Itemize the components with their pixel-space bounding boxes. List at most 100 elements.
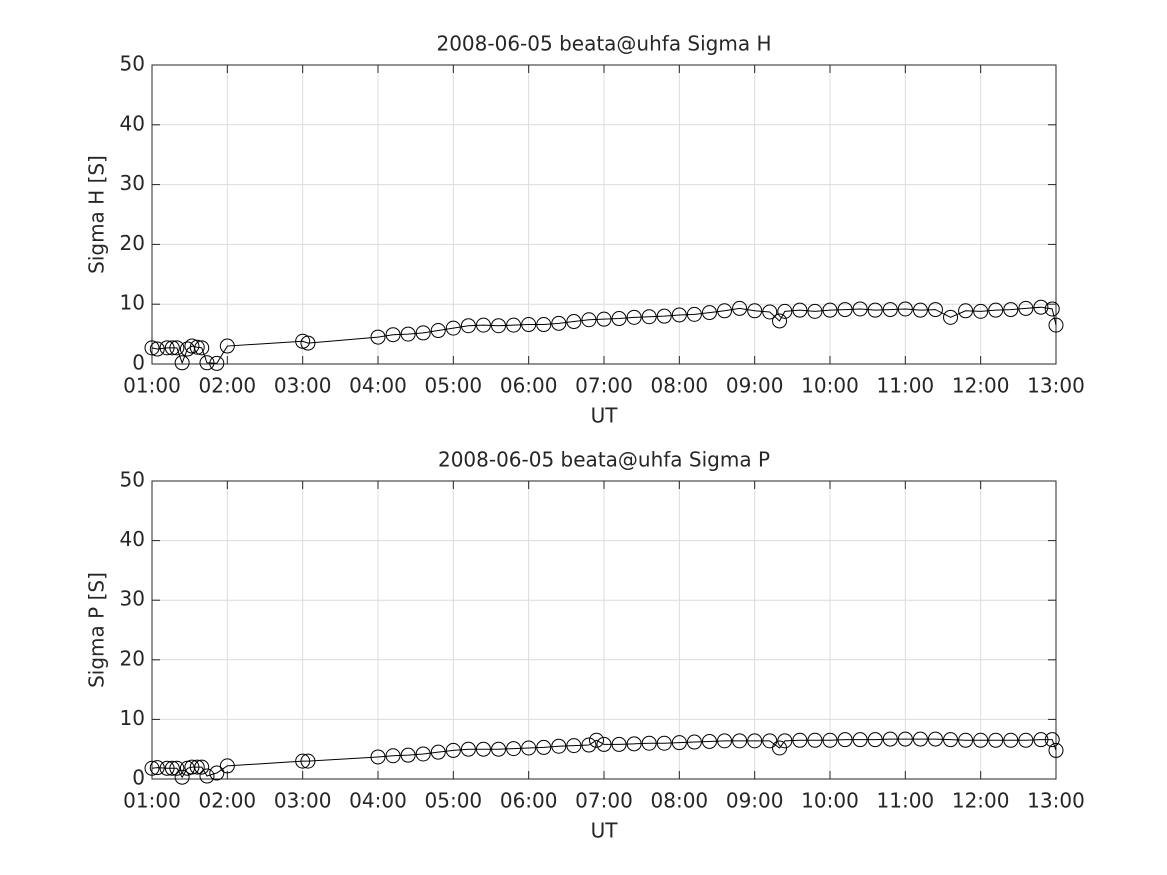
x-tick-label: 01:00 bbox=[123, 789, 181, 813]
data-point bbox=[837, 302, 853, 318]
chart-title: 2008-06-05 beata@uhfa Sigma P bbox=[438, 448, 770, 472]
y-tick-label: 10 bbox=[120, 706, 145, 730]
x-tick-label: 07:00 bbox=[575, 789, 633, 813]
data-point bbox=[717, 303, 733, 319]
data-point bbox=[701, 733, 717, 749]
data-point bbox=[506, 741, 522, 757]
data-point bbox=[611, 736, 627, 752]
x-tick-label: 11:00 bbox=[877, 789, 935, 813]
data-point bbox=[300, 335, 316, 351]
data-point bbox=[144, 760, 160, 776]
data-point bbox=[400, 747, 416, 763]
data-point bbox=[912, 302, 928, 318]
data-point bbox=[807, 303, 823, 319]
data-point bbox=[415, 746, 431, 762]
x-tick-label: 08:00 bbox=[651, 789, 709, 813]
y-tick-label: 30 bbox=[120, 587, 145, 611]
data-line bbox=[151, 738, 1057, 779]
data-point bbox=[717, 733, 733, 749]
y-tick-label: 50 bbox=[120, 52, 145, 76]
data-point bbox=[194, 340, 210, 356]
y-axis-label: Sigma P [S] bbox=[85, 572, 109, 688]
data-point bbox=[988, 302, 1004, 318]
data-point bbox=[927, 731, 943, 747]
data-point bbox=[1018, 732, 1034, 748]
data-point bbox=[656, 308, 672, 324]
y-tick-label: 30 bbox=[120, 171, 145, 195]
data-point bbox=[581, 737, 597, 753]
y-tick-label: 20 bbox=[120, 231, 145, 255]
data-point bbox=[174, 355, 190, 371]
data-point bbox=[209, 355, 225, 371]
data-point bbox=[566, 738, 582, 754]
data-point bbox=[430, 323, 446, 339]
data-point bbox=[747, 733, 763, 749]
x-tick-label: 05:00 bbox=[425, 789, 483, 813]
data-point bbox=[1048, 317, 1064, 333]
data-point bbox=[807, 732, 823, 748]
data-point bbox=[792, 302, 808, 318]
data-point bbox=[581, 312, 597, 328]
data-point bbox=[521, 740, 537, 756]
y-tick-label: 40 bbox=[120, 111, 145, 135]
data-point bbox=[611, 311, 627, 327]
data-point bbox=[506, 317, 522, 333]
data-point bbox=[159, 760, 175, 776]
x-tick-label: 04:00 bbox=[349, 374, 407, 398]
data-point bbox=[897, 301, 913, 317]
y-tick-label: 0 bbox=[132, 766, 145, 790]
x-tick-label: 10:00 bbox=[801, 374, 859, 398]
data-point bbox=[867, 302, 883, 318]
data-point bbox=[1003, 302, 1019, 318]
data-point bbox=[460, 741, 476, 757]
data-point bbox=[445, 742, 461, 758]
data-point bbox=[370, 749, 386, 765]
data-point bbox=[943, 732, 959, 748]
data-point bbox=[958, 732, 974, 748]
x-tick-label: 02:00 bbox=[199, 374, 257, 398]
x-tick-label: 06:00 bbox=[500, 789, 558, 813]
data-point bbox=[169, 340, 185, 356]
data-point bbox=[1018, 300, 1034, 316]
data-point bbox=[943, 309, 959, 325]
x-tick-label: 01:00 bbox=[123, 374, 181, 398]
data-point bbox=[194, 759, 210, 775]
x-tick-label: 09:00 bbox=[726, 374, 784, 398]
data-point bbox=[415, 325, 431, 341]
data-point bbox=[219, 338, 235, 354]
data-point bbox=[852, 301, 868, 317]
data-point bbox=[164, 760, 180, 776]
data-point bbox=[822, 302, 838, 318]
chart-title: 2008-06-05 beata@uhfa Sigma H bbox=[436, 32, 771, 56]
data-point bbox=[300, 753, 316, 769]
data-point bbox=[762, 733, 778, 749]
x-tick-label: 02:00 bbox=[199, 789, 257, 813]
data-point bbox=[174, 769, 190, 785]
data-point bbox=[973, 303, 989, 319]
data-point bbox=[762, 304, 778, 320]
data-point bbox=[988, 732, 1004, 748]
y-tick-label: 10 bbox=[120, 291, 145, 315]
data-point bbox=[169, 760, 185, 776]
y-tick-label: 50 bbox=[120, 468, 145, 492]
data-point bbox=[385, 327, 401, 343]
plot-frame bbox=[151, 64, 1057, 365]
x-tick-label: 13:00 bbox=[1027, 789, 1085, 813]
x-tick-label: 09:00 bbox=[726, 789, 784, 813]
data-point bbox=[897, 731, 913, 747]
y-tick-label: 40 bbox=[120, 527, 145, 551]
data-point bbox=[184, 759, 200, 775]
y-tick-label: 20 bbox=[120, 646, 145, 670]
data-point bbox=[852, 732, 868, 748]
data-point bbox=[626, 309, 642, 325]
y-tick-label: 0 bbox=[132, 351, 145, 375]
data-point bbox=[159, 340, 175, 356]
data-point bbox=[777, 733, 793, 749]
data-point bbox=[867, 732, 883, 748]
data-point bbox=[656, 735, 672, 751]
data-point bbox=[445, 320, 461, 336]
data-point bbox=[164, 340, 180, 356]
x-tick-label: 11:00 bbox=[877, 374, 935, 398]
data-point bbox=[588, 732, 604, 748]
data-point bbox=[551, 738, 567, 754]
